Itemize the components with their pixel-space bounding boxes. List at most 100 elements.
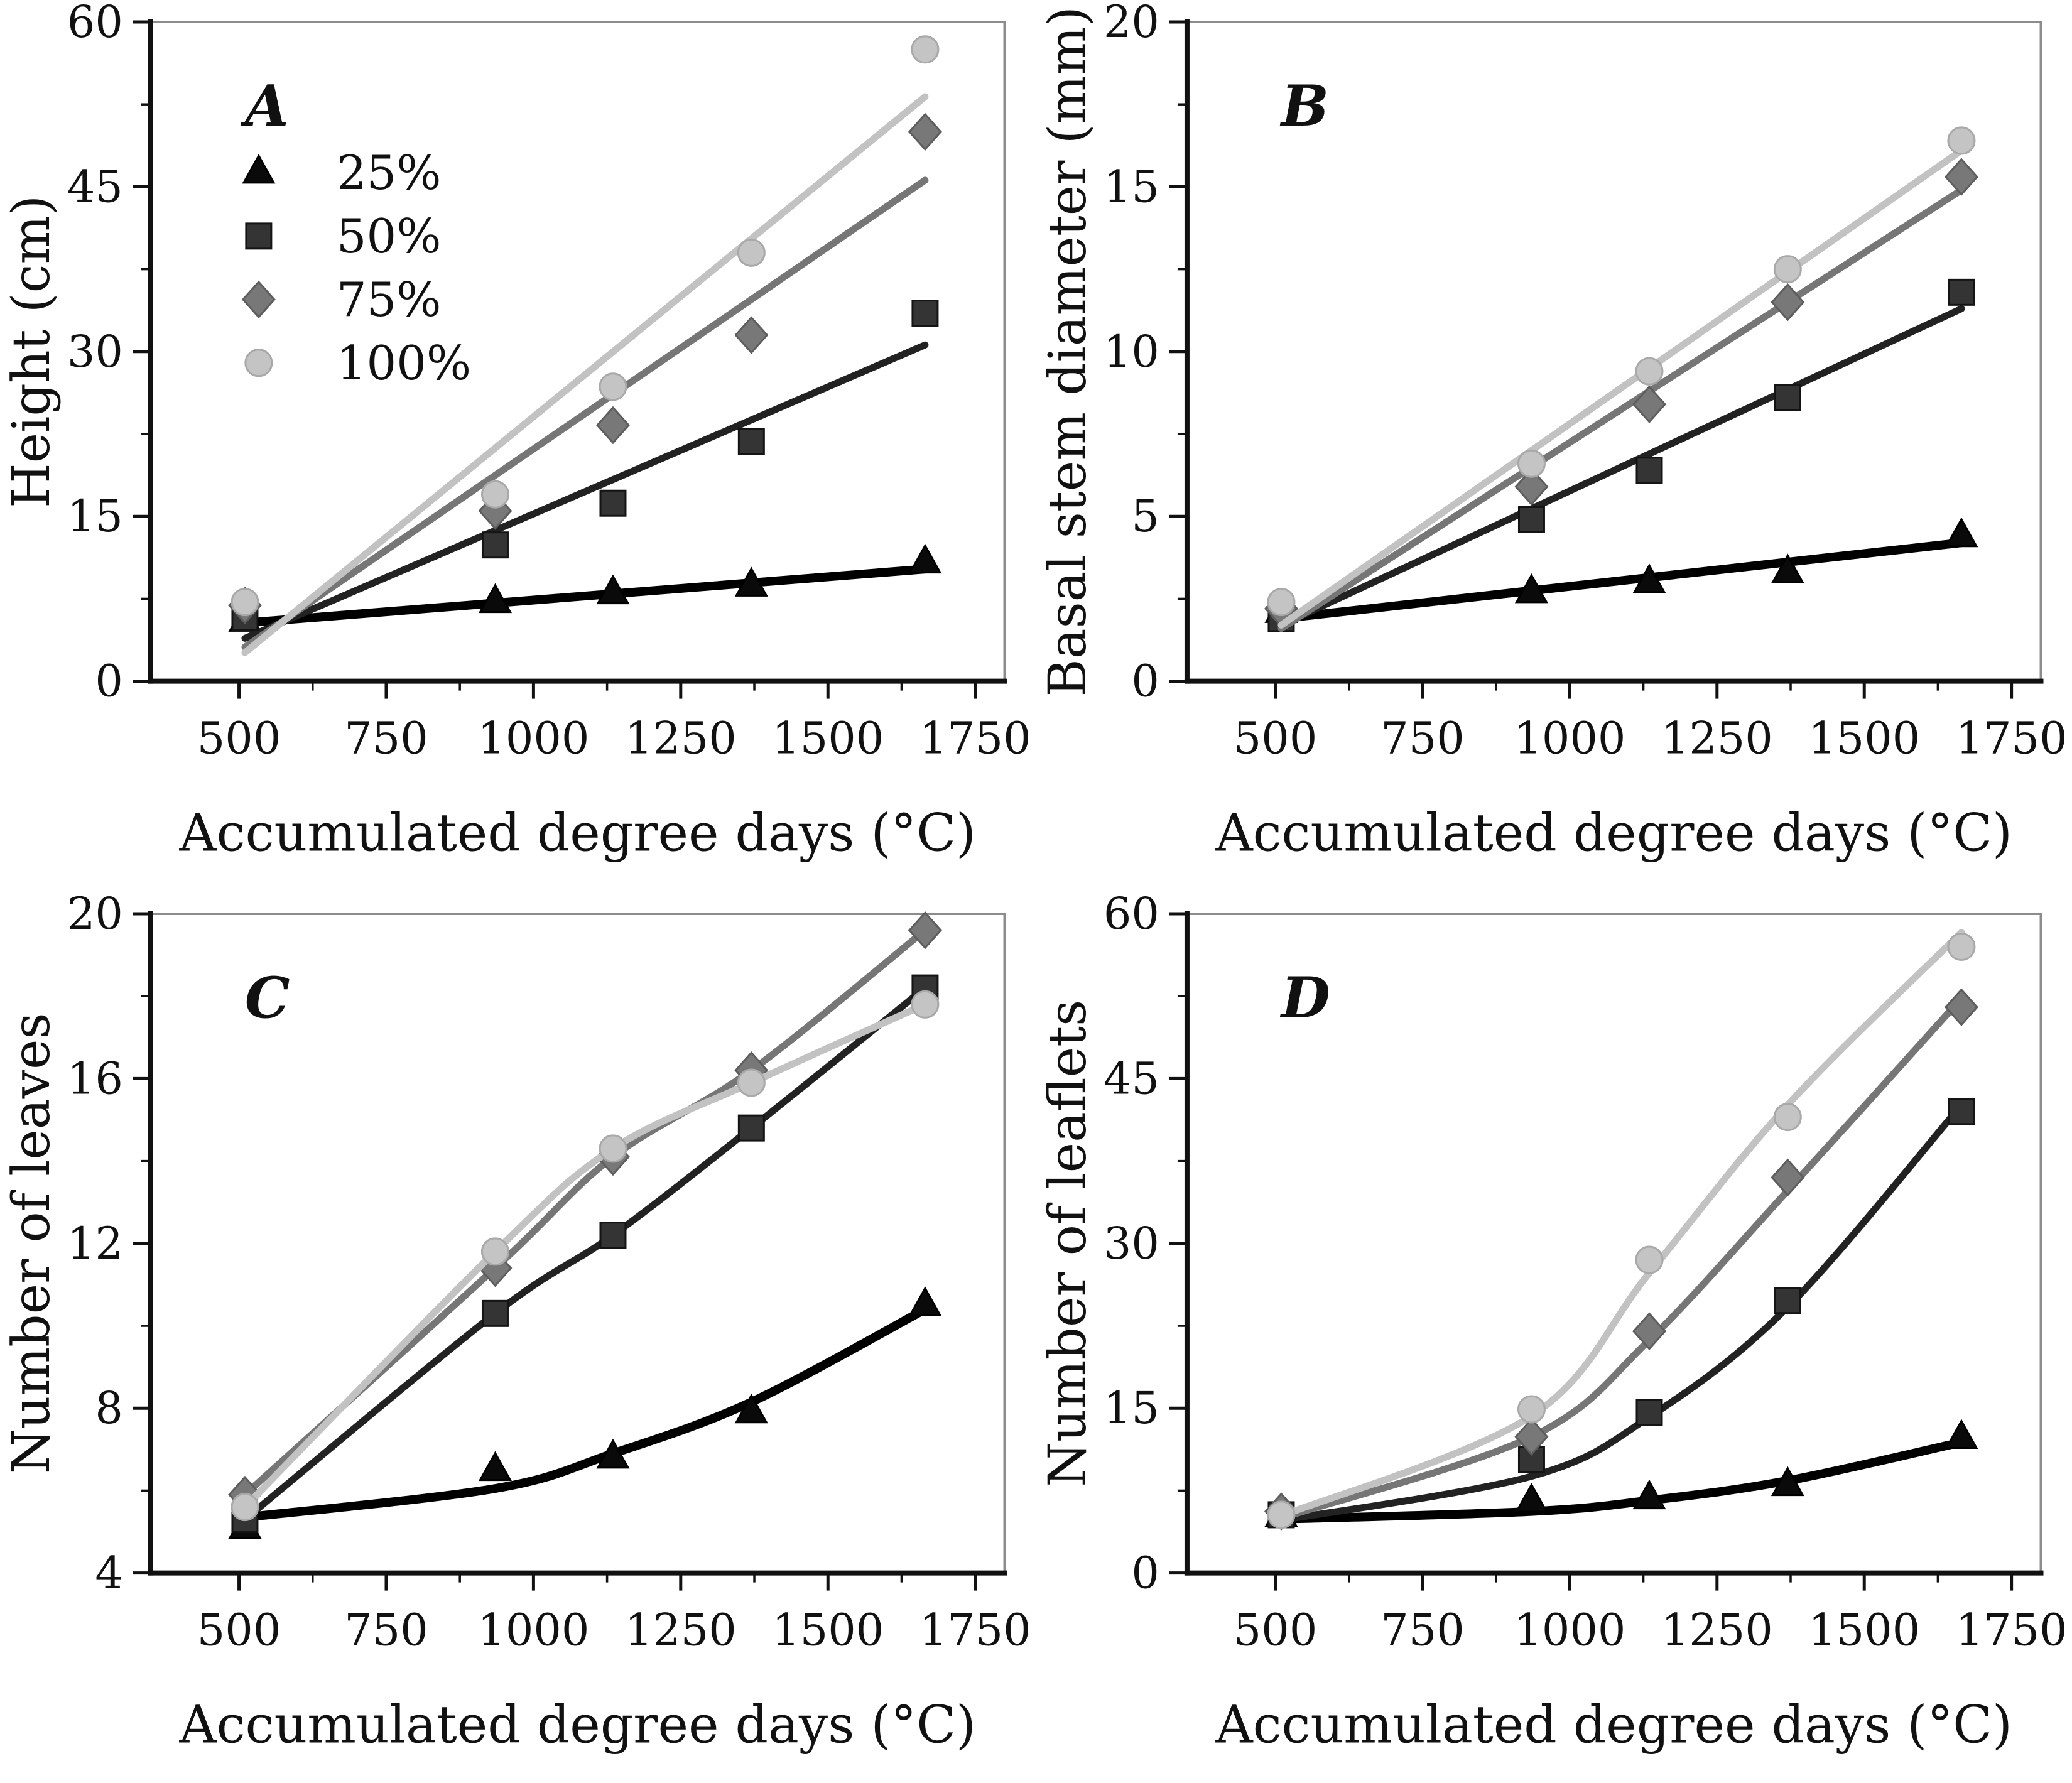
- x-tick-labels: 500 750 1000 1250 1500 1750: [1233, 1604, 2067, 1656]
- square-marker-icon: [599, 1221, 627, 1249]
- series-50%-line: [241, 984, 929, 1523]
- diamond-marker-icon: [908, 911, 942, 949]
- major-ticks: [1169, 20, 2013, 699]
- series-50%: [231, 300, 939, 642]
- series-75%: [1264, 987, 1978, 1531]
- x-tick-label: 1750: [919, 1604, 1031, 1656]
- diamond-marker-icon: [908, 112, 942, 151]
- x-tick-label: 1750: [1955, 713, 2067, 764]
- x-tick-label: 1500: [1808, 713, 1920, 764]
- series-75%: [227, 911, 942, 1514]
- legend-label: 25%: [337, 145, 442, 200]
- y-tick-label: 4: [95, 1547, 123, 1598]
- square-marker-icon: [1947, 278, 1975, 306]
- circle-marker-icon: [1634, 357, 1663, 386]
- legend-item: 25%: [242, 145, 442, 200]
- diamond-marker-icon: [1514, 467, 1548, 506]
- series-75%-line: [241, 176, 929, 651]
- series-25%: [1264, 1418, 1978, 1527]
- y-tick-label: 60: [67, 0, 123, 48]
- circle-marker-icon: [1946, 126, 1975, 155]
- major-ticks: [133, 20, 977, 699]
- triangle-marker-icon: [478, 1451, 512, 1481]
- x-tick-label: 1250: [625, 713, 737, 764]
- triangle-marker-icon: [1944, 1418, 1978, 1449]
- y-tick-label: 15: [1103, 1382, 1159, 1434]
- x-axis-label: Accumulated degree days (°C): [178, 804, 976, 864]
- panel-D: 500 750 1000 1250 1500 1750 0 15 30 45 60 Accumulat…: [1036, 892, 2072, 1783]
- y-tick-labels: 0 15 30 45 60: [67, 0, 123, 707]
- legend-label: 50%: [337, 209, 442, 264]
- triangle-marker-icon: [1514, 1482, 1548, 1512]
- square-marker-icon: [737, 428, 765, 455]
- series-100%-line: [241, 1000, 929, 1510]
- x-tick-label: 1000: [477, 1604, 589, 1656]
- x-tick-labels: 500 750 1000 1250 1500 1750: [1233, 713, 2067, 764]
- series-100%: [1266, 928, 1975, 1529]
- diamond-marker-icon: [1514, 1417, 1548, 1456]
- x-axis-label: Accumulated degree days (°C): [1215, 804, 2012, 864]
- triangle-marker-icon: [734, 1393, 768, 1423]
- x-tick-label: 750: [1380, 1604, 1465, 1656]
- circle-marker-icon: [480, 480, 509, 509]
- square-marker-icon: [599, 489, 627, 517]
- circle-marker-icon: [599, 372, 627, 401]
- minor-ticks: [141, 103, 903, 691]
- circle-marker-icon: [911, 35, 940, 64]
- y-tick-label: 20: [1103, 0, 1159, 48]
- series-100%: [1266, 126, 1975, 629]
- series-100%: [231, 35, 940, 656]
- panel-letter: B: [1279, 73, 1328, 139]
- series-25%-line: [240, 565, 930, 627]
- panel-C: 500 750 1000 1250 1500 1750 4 8 12 16 20 Accumulate…: [0, 892, 1036, 1783]
- x-tick-label: 750: [1380, 713, 1465, 764]
- legend-label: 75%: [337, 272, 442, 327]
- triangle-marker-icon: [1944, 517, 1978, 548]
- panel-A: 500 750 1000 1250 1500 1750 0 15 30 45 60 Accumulat…: [0, 0, 1036, 892]
- x-tick-label: 750: [344, 713, 428, 764]
- series-75%-line: [1277, 994, 1965, 1522]
- y-tick-labels: 0 5 10 15 20: [1103, 0, 1159, 707]
- square-marker-icon: [1517, 506, 1545, 533]
- chart-D-number-of-leaflets: 500 750 1000 1250 1500 1750 0 15 30 45 60 Accumulat…: [1038, 892, 2067, 1755]
- series-25%: [228, 1286, 942, 1539]
- x-axis-label: Accumulated degree days (°C): [178, 1695, 976, 1755]
- y-tick-label: 20: [67, 892, 123, 940]
- diamond-marker-icon: [1770, 1158, 1804, 1196]
- y-tick-label: 0: [1131, 1547, 1159, 1598]
- y-axis-label: Basal stem diameter (mm): [1038, 6, 1097, 696]
- legend-item: 50%: [245, 209, 442, 264]
- y-tick-labels: 4 8 12 16 20: [67, 892, 123, 1599]
- square-marker-icon: [1947, 1097, 1975, 1125]
- square-marker-icon: [1774, 1286, 1801, 1314]
- legend-label: 100%: [337, 335, 471, 391]
- y-tick-label: 5: [1131, 490, 1159, 542]
- circle-marker-icon: [231, 1492, 259, 1521]
- circle-marker-icon: [1266, 588, 1295, 617]
- square-marker-icon: [245, 222, 273, 250]
- panel-B: 500 750 1000 1250 1500 1750 0 5 10 15 20 Accumulate…: [1036, 0, 2072, 892]
- circle-marker-icon: [1517, 449, 1546, 478]
- triangle-marker-icon: [908, 543, 942, 574]
- square-marker-icon: [911, 300, 939, 327]
- y-tick-label: 30: [67, 326, 123, 377]
- series-100%-line: [1277, 147, 1965, 629]
- x-tick-label: 1500: [772, 713, 884, 764]
- y-tick-label: 60: [1103, 892, 1159, 940]
- triangle-marker-icon: [1514, 573, 1548, 604]
- triangle-marker-icon: [596, 574, 630, 605]
- circle-marker-icon: [1773, 1102, 1802, 1131]
- y-tick-label: 30: [1103, 1217, 1159, 1269]
- y-tick-label: 8: [95, 1382, 123, 1434]
- square-marker-icon: [1635, 457, 1662, 484]
- y-tick-label: 0: [1131, 656, 1159, 707]
- series-100%: [231, 990, 940, 1521]
- diamond-marker-icon: [1632, 385, 1666, 424]
- minor-ticks: [1177, 103, 1939, 691]
- triangle-marker-icon: [1771, 553, 1804, 583]
- square-marker-icon: [737, 1114, 765, 1142]
- square-marker-icon: [1635, 1399, 1662, 1426]
- x-tick-label: 500: [197, 1604, 281, 1656]
- y-tick-label: 45: [67, 161, 123, 212]
